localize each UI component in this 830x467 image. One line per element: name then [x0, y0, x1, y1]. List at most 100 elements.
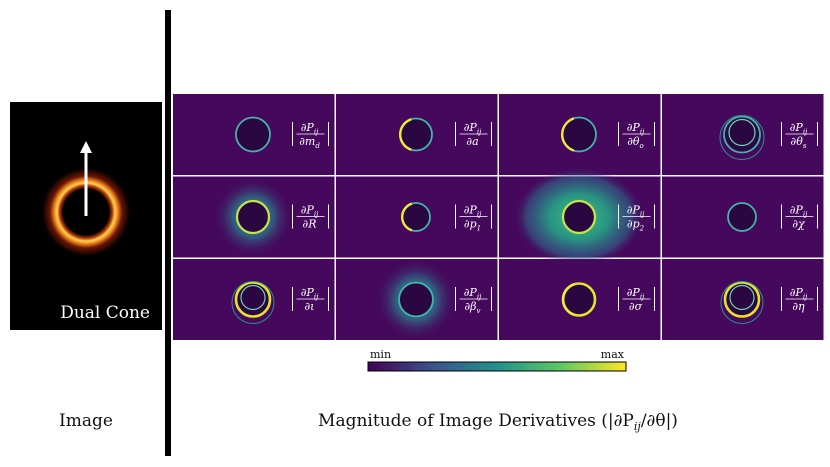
- denominator-sub: v: [477, 307, 481, 315]
- numerator-main: ∂P: [464, 204, 478, 217]
- panel-numerator: ∂Pij: [464, 286, 482, 301]
- numerator-sub: ij: [803, 293, 808, 301]
- denominator-main: ∂β: [464, 300, 476, 313]
- denominator-main: ∂χ: [792, 218, 806, 231]
- panel-shadow: [563, 118, 595, 151]
- panel-denominator: ∂p1: [464, 218, 481, 233]
- panel-denominator: ∂θo: [627, 135, 644, 150]
- denominator-sub: d: [315, 142, 320, 150]
- derivative-panel: ∂Pij∂p2: [499, 167, 661, 267]
- panel-ring: [398, 281, 434, 318]
- denominator-main: ∂θ: [791, 135, 804, 148]
- panel-shadow: [237, 118, 269, 151]
- source-image-label: Dual Cone: [60, 303, 150, 323]
- panel-shadow: [400, 283, 432, 316]
- denominator-main: ∂p: [627, 218, 640, 231]
- denominator-main: ∂η: [792, 300, 805, 313]
- denominator-main: ∂a: [466, 135, 478, 148]
- derivative-panel: ∂Pij∂η: [662, 259, 824, 340]
- panel-numerator: ∂Pij: [464, 204, 482, 219]
- panel-numerator: ∂Pij: [464, 121, 482, 136]
- derivatives-caption: Magnitude of Image Derivatives (|∂Pij/∂θ…: [318, 411, 678, 433]
- denominator-main: ∂p: [464, 218, 477, 231]
- derivative-grid: ∂Pij∂md∂Pij∂a∂Pij∂θo∂Pij∂θs∂Pij∂R∂Pij∂p1…: [173, 94, 824, 341]
- panel-denominator: ∂md: [299, 135, 320, 150]
- numerator-main: ∂P: [627, 286, 641, 299]
- panel-numerator: ∂Pij: [627, 204, 645, 219]
- numerator-sub: ij: [314, 128, 319, 136]
- source-image-caption: Image: [59, 411, 113, 431]
- panel-shadow: [729, 204, 755, 230]
- colorbar: min max: [367, 348, 627, 372]
- panel-inner-ring: [240, 284, 266, 311]
- numerator-sub: ij: [803, 211, 808, 219]
- numerator-main: ∂P: [627, 204, 641, 217]
- numerator-sub: ij: [314, 211, 319, 219]
- panel-shadow: [237, 283, 269, 316]
- panel-denominator: ∂ι: [304, 300, 314, 313]
- numerator-main: ∂P: [790, 204, 804, 217]
- numerator-sub: ij: [314, 293, 319, 301]
- derivative-panel: ∂Pij∂R: [173, 176, 335, 258]
- panel-shadow: [238, 202, 268, 232]
- panel-denominator: ∂χ: [792, 218, 806, 231]
- derivative-panel: ∂Pij∂θo: [499, 94, 661, 175]
- panel-denominator: ∂R: [303, 218, 317, 231]
- panel-inner-ring: [728, 118, 756, 147]
- panel-denominator: ∂θs: [791, 135, 807, 150]
- denominator-main: ∂ι: [304, 300, 314, 313]
- vertical-separator: [165, 10, 171, 456]
- numerator-main: ∂P: [301, 121, 315, 134]
- panel-ring: [723, 281, 761, 318]
- panel-ring-highlight: [562, 283, 575, 316]
- derivative-panel: ∂Pij∂βv: [336, 258, 498, 341]
- panel-shadow: [726, 283, 758, 316]
- arrow-head-icon: [80, 141, 92, 153]
- panel-shadow: [564, 202, 594, 232]
- numerator-sub: ij: [803, 128, 808, 136]
- derivative-panel: ∂Pij∂χ: [662, 176, 824, 258]
- panel-shadow: [564, 284, 594, 315]
- panel-ring: [234, 281, 272, 318]
- numerator-sub: ij: [640, 293, 645, 301]
- panel-ring: [235, 199, 271, 235]
- panel-numerator: ∂Pij: [790, 204, 808, 219]
- panel-denominator: ∂a: [466, 135, 478, 148]
- denominator-main: ∂R: [303, 218, 317, 231]
- panel-numerator: ∂Pij: [301, 286, 319, 301]
- panel-outer-ring: [231, 281, 275, 324]
- numerator-sub: ij: [477, 293, 482, 301]
- derivatives-caption-end: /∂θ|): [641, 411, 678, 431]
- denominator-main: ∂m: [299, 135, 315, 148]
- derivative-panel: ∂Pij∂md: [173, 94, 335, 175]
- numerator-main: ∂P: [627, 121, 641, 134]
- panel-ring: [723, 115, 761, 154]
- colorbar-gradient: [367, 361, 627, 372]
- derivative-panel: ∂Pij∂θs: [662, 94, 824, 175]
- panel-shadow: [725, 117, 759, 152]
- panel-numerator: ∂Pij: [627, 286, 645, 301]
- panel-ring-highlight: [561, 117, 575, 152]
- panel-ring-highlight: [400, 202, 413, 232]
- panel-denominator: ∂p2: [627, 218, 645, 233]
- derivative-panel: ∂Pij∂p1: [336, 176, 498, 258]
- denominator-main: ∂θ: [627, 135, 640, 148]
- numerator-main: ∂P: [464, 121, 478, 134]
- panel-numerator: ∂Pij: [301, 121, 319, 136]
- panel-inner-ring: [729, 284, 755, 311]
- panel-outer-ring: [720, 281, 764, 324]
- denominator-sub: 2: [639, 225, 645, 233]
- derivatives-caption-main: Magnitude of Image Derivatives (|∂P: [318, 411, 634, 431]
- derivative-panel: ∂Pij∂ι: [173, 259, 335, 340]
- panel-outer-ring: [719, 115, 765, 160]
- source-image: Dual Cone: [10, 102, 162, 330]
- panel-shadow: [401, 119, 431, 150]
- numerator-main: ∂P: [464, 286, 478, 299]
- numerator-sub: ij: [640, 211, 645, 219]
- numerator-main: ∂P: [790, 121, 804, 134]
- numerator-sub: ij: [477, 211, 482, 219]
- denominator-sub: s: [803, 142, 807, 150]
- denominator-sub: o: [640, 142, 644, 150]
- panel-denominator: ∂σ: [629, 300, 643, 313]
